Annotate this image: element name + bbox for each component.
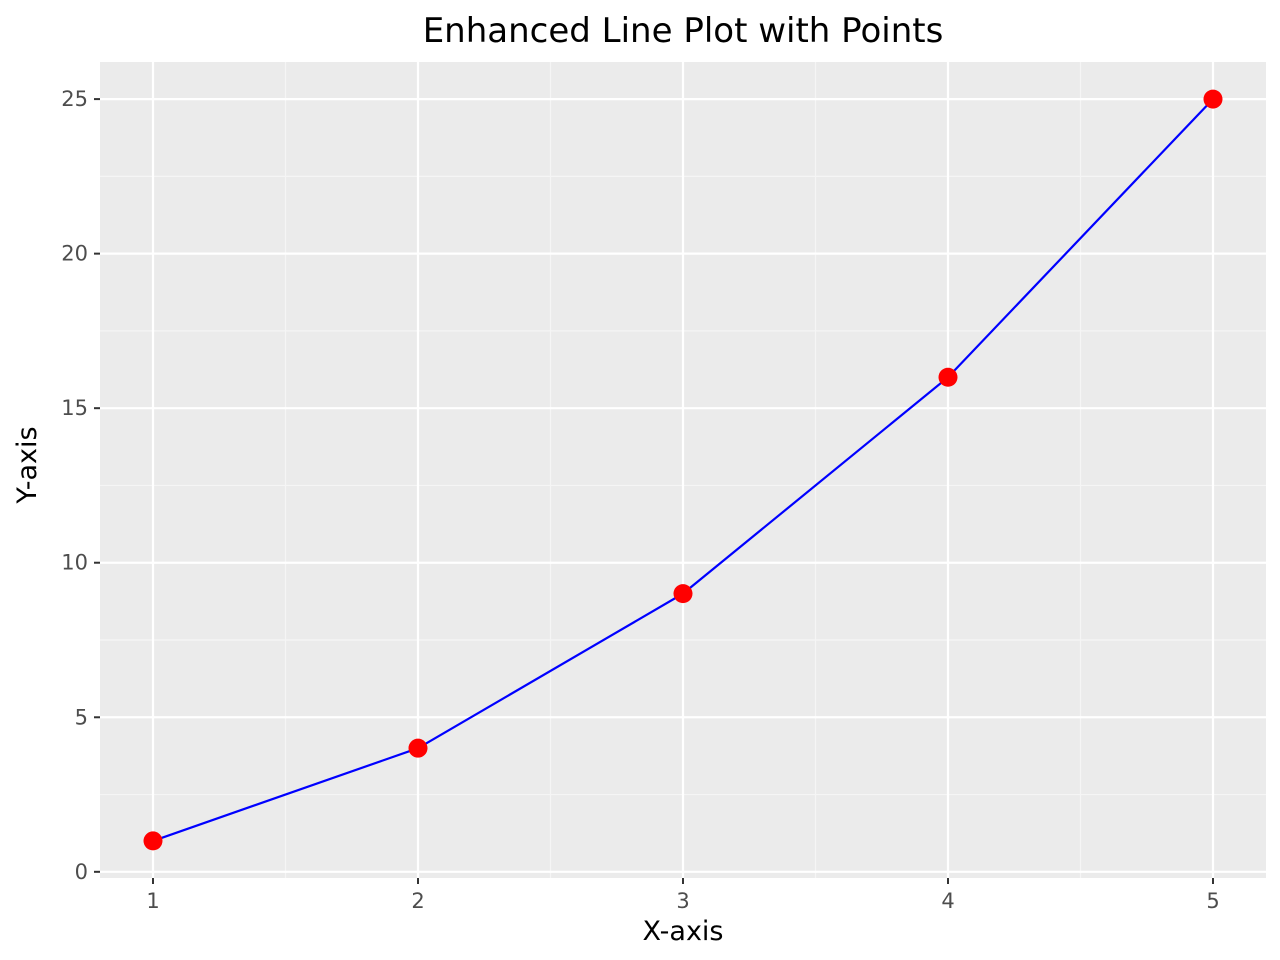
x-axis-title: X-axis	[643, 916, 724, 947]
x-tick-label: 2	[411, 889, 424, 913]
y-axis-title: Y-axis	[12, 426, 43, 504]
x-tick-label: 5	[1206, 889, 1219, 913]
x-tick-label: 4	[941, 889, 954, 913]
x-tick-label: 1	[146, 889, 159, 913]
y-tick-label: 10	[61, 551, 88, 575]
data-point	[143, 831, 163, 851]
y-tick-label: 5	[75, 705, 88, 729]
chart-title: Enhanced Line Plot with Points	[423, 11, 944, 51]
y-tick-label: 25	[61, 87, 88, 111]
y-tick-label: 20	[61, 242, 88, 266]
data-point	[673, 584, 693, 604]
data-point	[408, 738, 428, 758]
y-axis: 0 5 10 15 20 25	[61, 87, 100, 884]
series-layer	[143, 89, 1223, 851]
y-tick-label: 15	[61, 396, 88, 420]
x-axis: 1 2 3 4 5	[146, 878, 1220, 913]
data-point	[938, 367, 958, 387]
x-tick-label: 3	[676, 889, 689, 913]
y-tick-label: 0	[75, 860, 88, 884]
data-point	[1203, 89, 1223, 109]
